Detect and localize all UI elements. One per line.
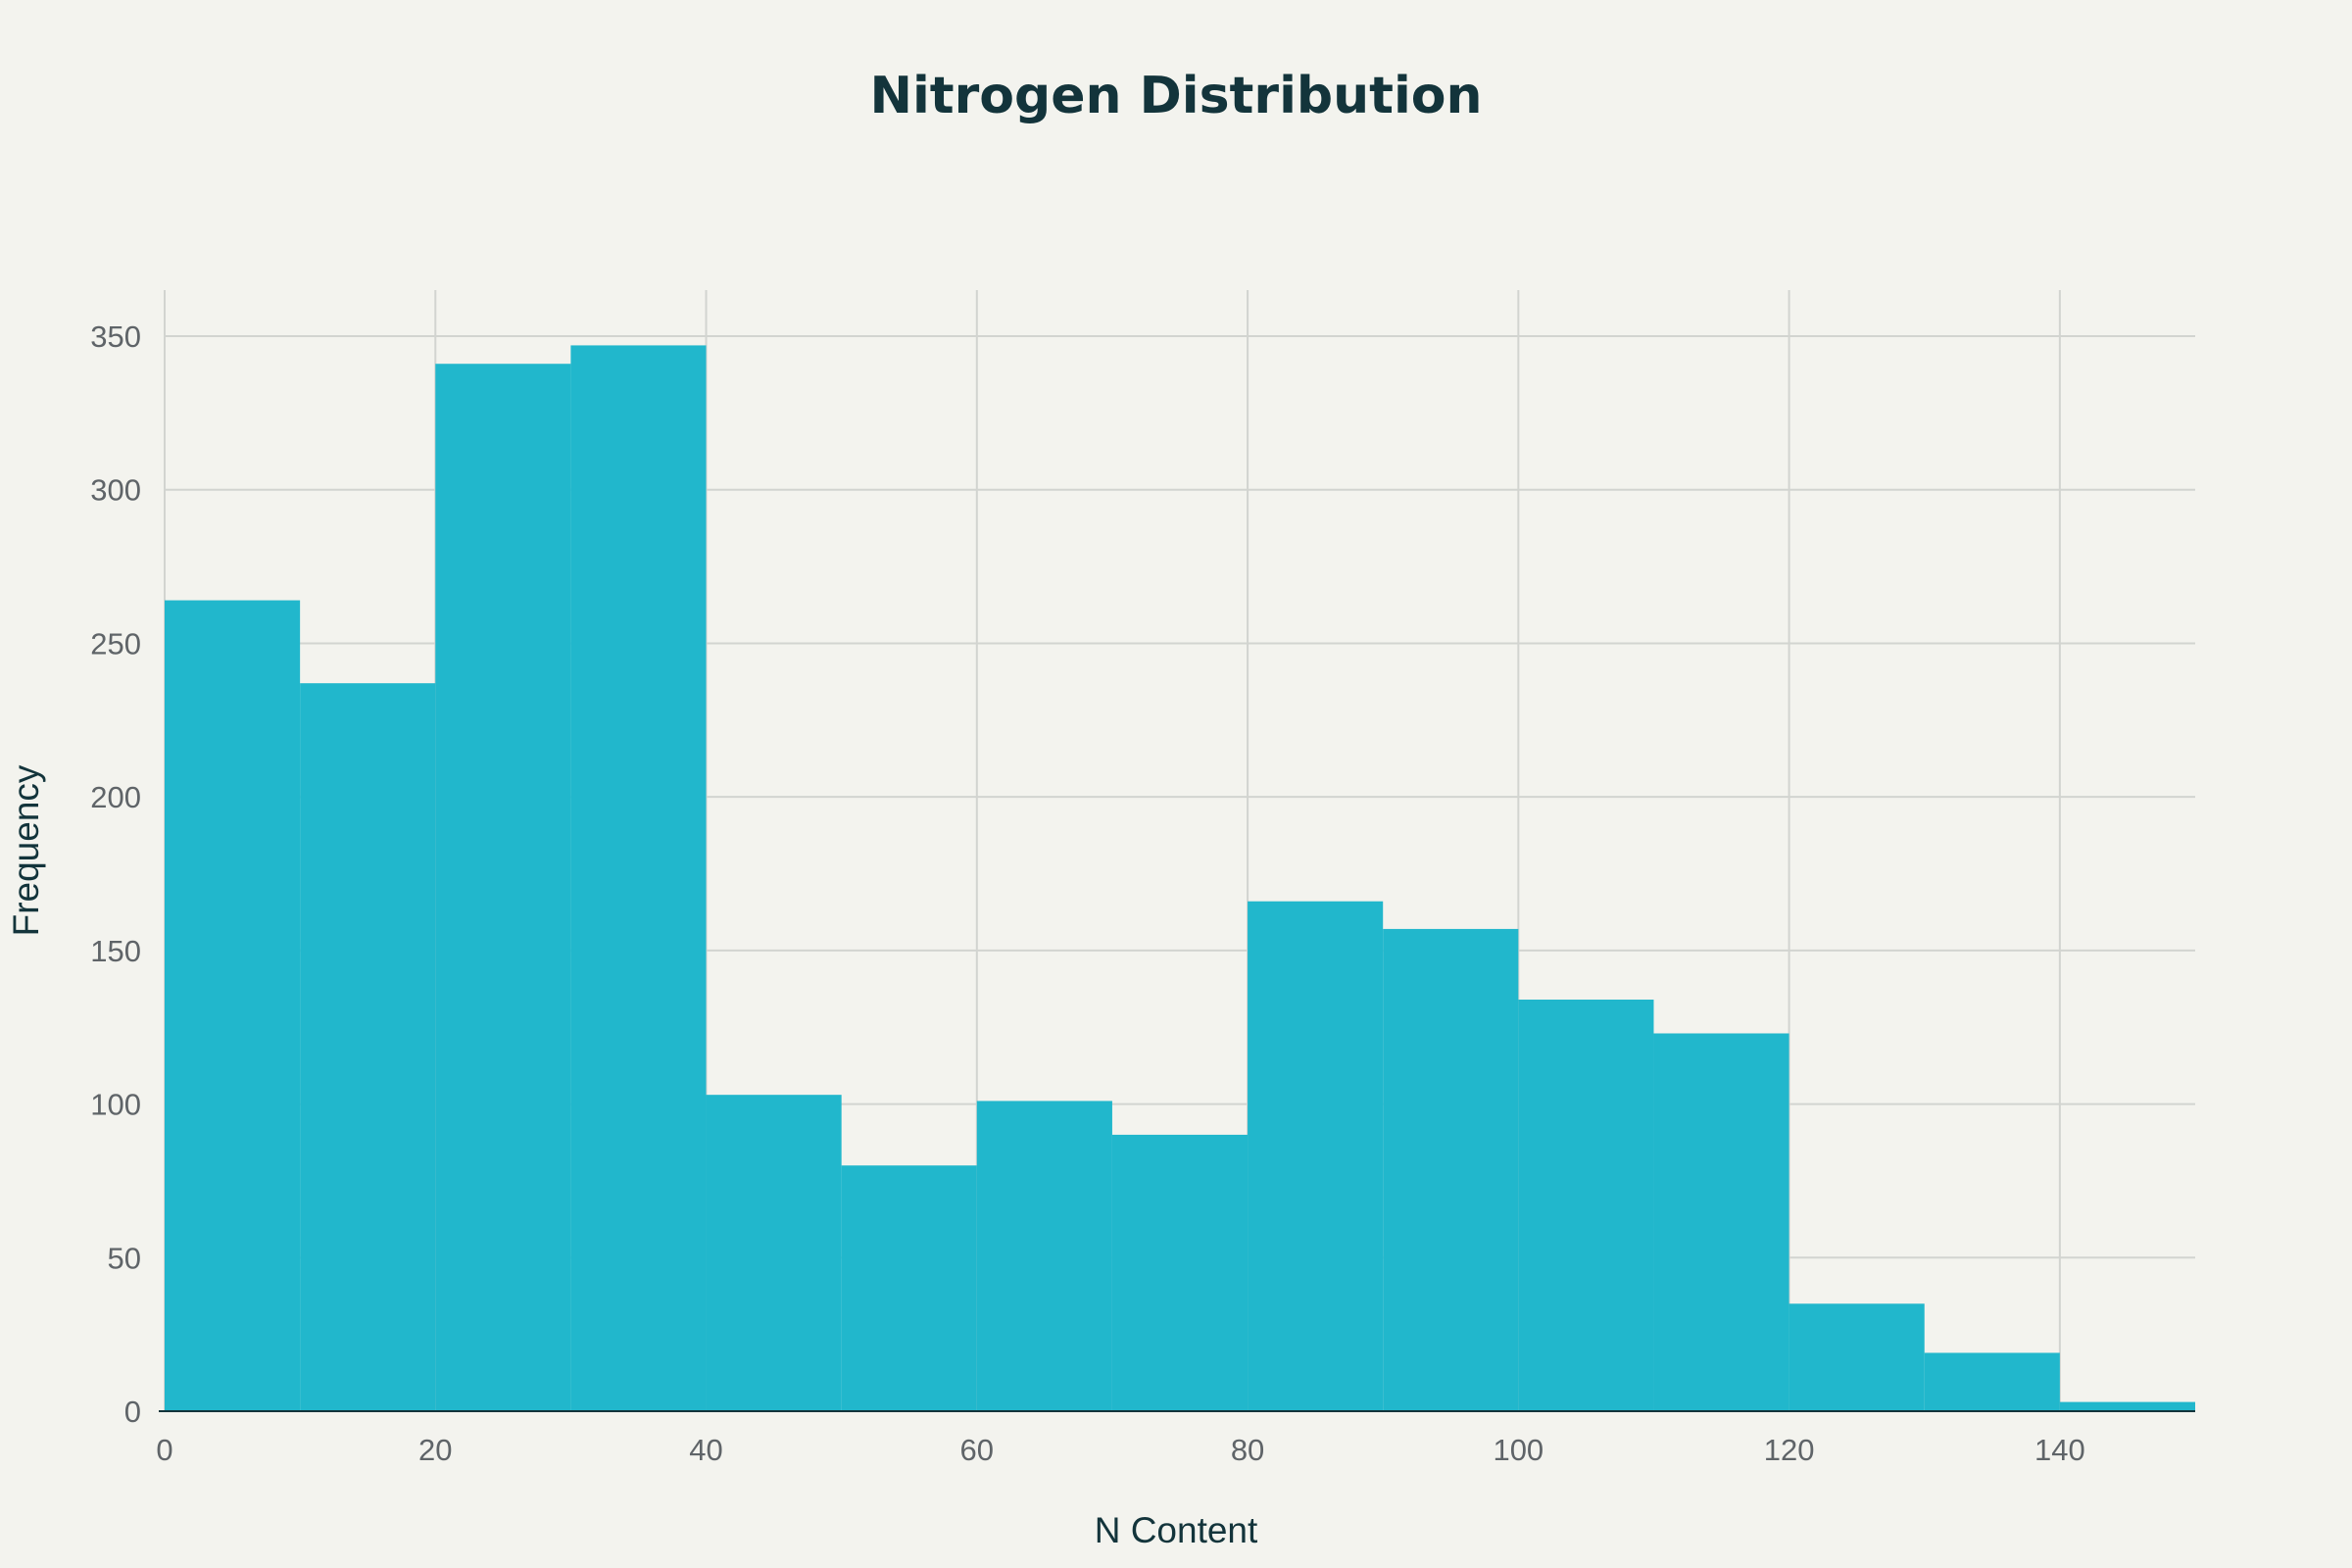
histogram-bar bbox=[1653, 1033, 1789, 1411]
histogram-bar bbox=[1111, 1134, 1249, 1411]
histogram-bar bbox=[1924, 1352, 2060, 1411]
histogram-bar bbox=[2059, 1401, 2195, 1411]
x-tick-label: 60 bbox=[960, 1433, 994, 1467]
x-tick-label: 80 bbox=[1231, 1433, 1264, 1467]
histogram-bar bbox=[165, 600, 301, 1411]
y-tick-label: 300 bbox=[90, 473, 141, 508]
x-tick-label: 120 bbox=[1764, 1433, 1815, 1467]
x-tick-label: 20 bbox=[418, 1433, 452, 1467]
chart-title: Nitrogen Distribution bbox=[869, 67, 1482, 125]
ticks-layer: 0 20 40 60 80 100 120 140 0 50 100 150 200 250 300 350 bbox=[90, 319, 2084, 1467]
y-axis-label: Frequency bbox=[6, 764, 46, 936]
histogram-bar bbox=[1788, 1303, 1925, 1411]
histogram-bar bbox=[300, 683, 436, 1411]
y-tick-label: 250 bbox=[90, 626, 141, 661]
y-tick-label: 350 bbox=[90, 319, 141, 354]
histogram-bar bbox=[976, 1101, 1112, 1411]
x-axis-label: N Content bbox=[1095, 1510, 1258, 1550]
y-tick-label: 150 bbox=[90, 934, 141, 968]
x-tick-label: 40 bbox=[689, 1433, 722, 1467]
y-tick-label: 200 bbox=[90, 780, 141, 814]
x-tick-label: 140 bbox=[2034, 1433, 2085, 1467]
y-tick-label: 100 bbox=[90, 1088, 141, 1122]
bars-layer bbox=[159, 345, 2195, 1412]
histogram-bar bbox=[435, 364, 571, 1411]
histogram-bar bbox=[1383, 928, 1519, 1411]
x-tick-label: 100 bbox=[1493, 1433, 1544, 1467]
histogram-bar bbox=[706, 1095, 842, 1411]
y-tick-label: 0 bbox=[124, 1395, 141, 1429]
histogram-bar bbox=[570, 345, 707, 1411]
histogram-bar bbox=[841, 1165, 977, 1411]
x-tick-label: 0 bbox=[156, 1433, 172, 1467]
y-tick-label: 50 bbox=[108, 1241, 141, 1275]
histogram-bar bbox=[1248, 901, 1384, 1411]
histogram-bar bbox=[1518, 1000, 1654, 1411]
